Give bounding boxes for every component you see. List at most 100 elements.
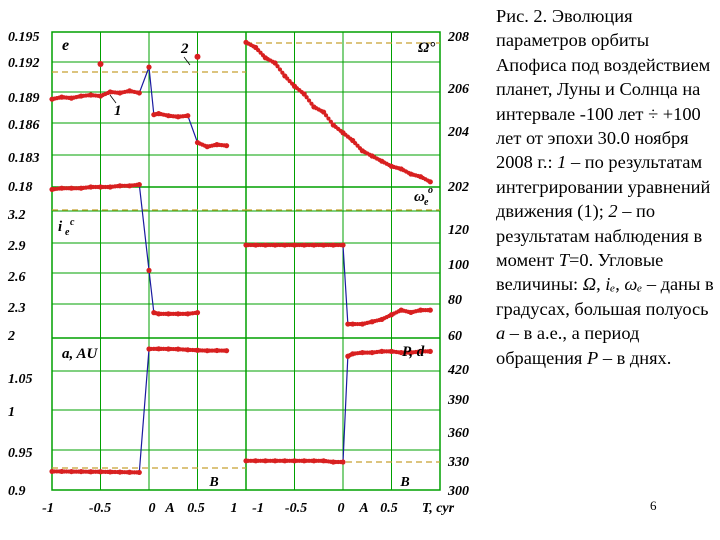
panel-label-ie-degree: c bbox=[70, 217, 75, 228]
panel-label-p-days: P, d bbox=[402, 344, 425, 360]
e-series-2-point bbox=[194, 53, 201, 60]
caption-T-symbol: T bbox=[558, 250, 569, 271]
right-axis-tick-label: 420 bbox=[447, 363, 469, 378]
left-axis-tick-label: 2.3 bbox=[7, 301, 26, 316]
marker-A-right: A bbox=[358, 501, 368, 516]
omega-node-series-point bbox=[326, 116, 331, 121]
x-axis-tick-label: 0 bbox=[149, 501, 156, 516]
omega-node-series-point bbox=[277, 67, 283, 72]
x-axis-title: T, cyr bbox=[422, 501, 455, 516]
inclination-series-line bbox=[51, 183, 198, 315]
curve-label-1-pointer bbox=[109, 94, 117, 104]
panel-label-e: e bbox=[62, 37, 69, 54]
left-axis-tick-label: 2.9 bbox=[7, 239, 26, 254]
right-axis-tick-label: 202 bbox=[447, 180, 469, 195]
omega-node-series-point bbox=[301, 91, 307, 97]
perihelion-arg-series-point bbox=[340, 242, 346, 248]
omega-node-series-point bbox=[304, 95, 309, 100]
x-axis-tick-label: -0.5 bbox=[285, 501, 307, 516]
caption-a-text: – в а.е., а период обращения bbox=[496, 323, 640, 368]
panel-label-ie: i bbox=[58, 219, 63, 235]
curve-label-2: 2 bbox=[180, 41, 189, 57]
left-axis-tick-label: 0.192 bbox=[8, 56, 40, 71]
caption-ie: iₑ bbox=[605, 274, 616, 295]
panel-label-a-au: a, AU bbox=[62, 346, 98, 362]
panel-label-omega-e: ω bbox=[414, 189, 425, 205]
x-axis-tick-label: 0 bbox=[338, 501, 345, 516]
caption-P-symbol: P bbox=[586, 347, 599, 368]
marker-B-left: B bbox=[208, 475, 218, 490]
caption-Omega: Ω bbox=[582, 274, 597, 295]
left-axis-tick-label: 0.186 bbox=[8, 118, 40, 133]
period-series-point bbox=[340, 459, 346, 465]
marker-B-right: B bbox=[399, 475, 409, 490]
page-number: 6 bbox=[650, 498, 657, 513]
panel-label-ie-subscript: e bbox=[65, 227, 70, 238]
left-axis-tick-label: 0.183 bbox=[8, 151, 40, 166]
x-axis-tick-label: -1 bbox=[42, 501, 54, 516]
e-series-1-point bbox=[224, 143, 230, 149]
caption-item2-num: 2 bbox=[608, 201, 618, 222]
right-axis-tick-label: 120 bbox=[448, 223, 469, 238]
semimajor-axis-series-line bbox=[52, 348, 227, 474]
omega-node-series-point bbox=[275, 64, 280, 69]
caption-item2-text: – по результатам наблюдения в момент bbox=[496, 201, 703, 271]
left-axis-tick-label: 3.2 bbox=[7, 208, 26, 223]
panel-label-omega-e-subscript: e bbox=[424, 197, 429, 208]
e-series-2-point bbox=[97, 61, 104, 68]
x-axis-tick-label: -1 bbox=[252, 501, 264, 516]
right-axis-tick-label: 204 bbox=[447, 125, 469, 140]
left-axis-tick-label: 2.6 bbox=[7, 270, 26, 285]
caption-item1-num: 1 bbox=[557, 152, 567, 173]
left-axis-tick-label: 0.195 bbox=[8, 30, 40, 45]
omega-node-series-point bbox=[323, 113, 329, 118]
omega-node-series-point bbox=[321, 109, 327, 115]
omega-node-series-point bbox=[272, 60, 278, 66]
omega-node-series-point bbox=[427, 179, 433, 185]
marker-A-left: A bbox=[164, 501, 174, 516]
perihelion-arg-series-point bbox=[427, 307, 433, 313]
e-series-1-line bbox=[51, 66, 227, 148]
caption-dash-text: – даны в градусах, большая полуось bbox=[496, 274, 714, 319]
inclination-series-point bbox=[136, 181, 142, 188]
caption-comma: , bbox=[615, 274, 625, 295]
e-series-1-point bbox=[146, 64, 152, 70]
e-series-1-point bbox=[185, 113, 191, 119]
right-axis-tick-label: 206 bbox=[447, 82, 469, 97]
right-axis-tick-label: 360 bbox=[447, 426, 469, 441]
x-axis-tick-label: 0.5 bbox=[187, 501, 205, 516]
caption-item1-text: – по результатам интегрировании уравнени… bbox=[496, 152, 711, 222]
left-axis-tick-label: 0.95 bbox=[8, 446, 33, 461]
caption-comma: , bbox=[596, 274, 606, 295]
e-series-1-point bbox=[136, 90, 142, 96]
figure-caption: Рис. 2. Эволюция параметров орбиты Апофи… bbox=[496, 4, 718, 370]
x-axis-tick-label: 1 bbox=[231, 501, 238, 516]
orbit-evolution-figure: 0.195 0.192 0.189 0.186 0.183 0.18 3.2 2.9 2.6 2.… bbox=[7, 30, 469, 516]
period-series-point bbox=[427, 348, 433, 354]
right-axis-tick-label: 60 bbox=[448, 329, 462, 344]
inclination-series-point bbox=[194, 310, 201, 316]
omega-node-series-point bbox=[306, 98, 312, 103]
semimajor-axis-series-point bbox=[224, 348, 230, 354]
left-axis-tick-label: 0.18 bbox=[8, 180, 33, 195]
data-series bbox=[49, 39, 433, 476]
left-axis-tick-label: 1 bbox=[8, 405, 15, 420]
panel-label-omega-node: Ω° bbox=[418, 40, 435, 56]
curve-label-2-pointer bbox=[183, 56, 191, 66]
axis-labels: 0.195 0.192 0.189 0.186 0.183 0.18 3.2 2.9 2.6 2.… bbox=[7, 30, 469, 516]
caption-prefix: Рис. 2. Эволюция параметров орбиты Апофи… bbox=[496, 6, 711, 173]
caption-P-text: – в днях. bbox=[598, 347, 672, 368]
caption-omega-e: ωₑ bbox=[624, 274, 643, 295]
semimajor-axis-series-point bbox=[136, 469, 142, 476]
right-axis-tick-label: 100 bbox=[448, 258, 469, 273]
left-axis-tick-label: 0.189 bbox=[8, 91, 40, 106]
period-series-line bbox=[246, 350, 431, 463]
grid-lines bbox=[51, 31, 441, 491]
right-axis-tick-label: 80 bbox=[448, 293, 462, 308]
right-axis-tick-label: 390 bbox=[447, 393, 469, 408]
left-axis-tick-label: 2 bbox=[7, 329, 15, 344]
left-axis-tick-label: 1.05 bbox=[8, 372, 33, 387]
right-axis-tick-label: 330 bbox=[447, 455, 469, 470]
curve-label-1: 1 bbox=[114, 103, 122, 119]
right-axis-tick-label: 208 bbox=[447, 30, 469, 45]
